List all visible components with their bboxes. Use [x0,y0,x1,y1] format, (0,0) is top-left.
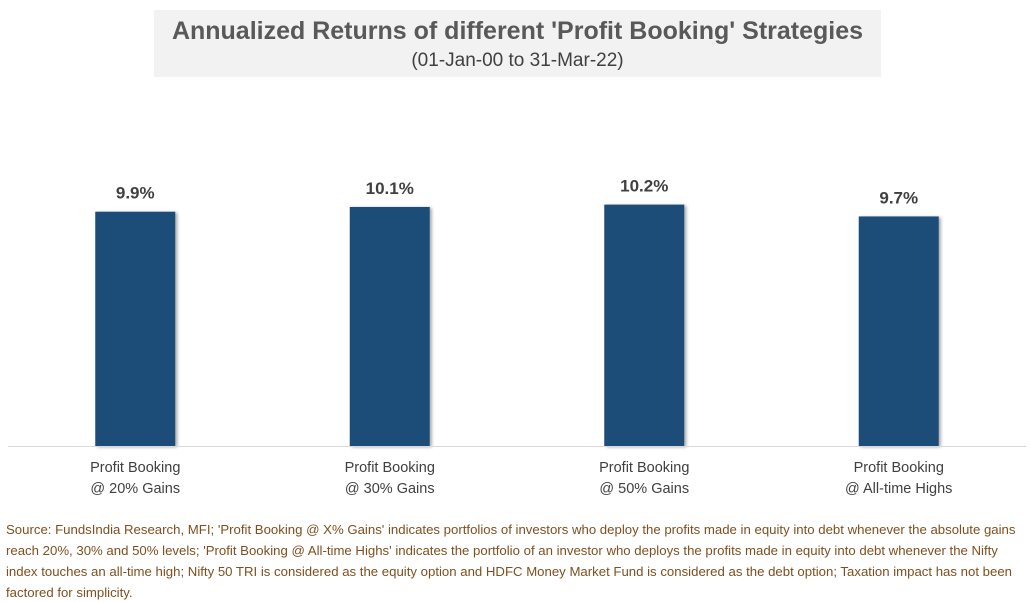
bar [858,216,939,446]
x-tick-label: @ All-time Highs [845,481,952,497]
bar [349,206,430,446]
x-tick-label: @ 20% Gains [90,481,180,497]
data-label: 9.7% [879,188,918,207]
x-tick-label: @ 30% Gains [345,481,435,497]
x-tick-label: Profit Booking [599,460,689,476]
data-label: 10.1% [366,179,414,198]
bar [95,211,176,446]
data-label: 9.9% [116,184,155,203]
x-tick-label: Profit Booking [345,460,435,476]
chart-title: Annualized Returns of different 'Profit … [171,17,864,45]
bar [604,204,685,446]
x-tick-label: Profit Booking [854,460,944,476]
x-tick-label: @ 50% Gains [599,481,689,497]
chart-subtitle: (01-Jan-00 to 31-Mar-22) [411,50,624,71]
x-tick-label: Profit Booking [90,460,180,476]
chart-title-box: Annualized Returns of different 'Profit … [154,10,881,77]
source-note: Source: FundsIndia Research, MFI; 'Profi… [6,522,1016,600]
data-label: 10.2% [620,177,668,196]
bar-chart: 9.9% Profit Booking @ 20% Gains 10.1% Profit… [8,177,1026,497]
